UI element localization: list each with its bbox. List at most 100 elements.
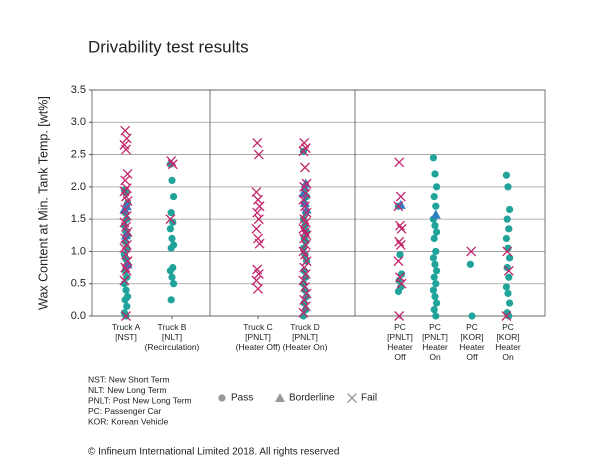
pass-marker [168,176,176,184]
fail-marker [300,162,310,173]
borderline-marker [122,259,133,269]
fail-marker [251,223,262,234]
pass-marker [430,273,438,281]
fail-marker [299,262,310,273]
fail-marker [298,275,309,286]
pass-marker [468,312,476,320]
x-tick-label-line: Off [466,352,478,362]
fail-marker [119,275,130,286]
pass-marker [505,312,513,320]
pass-marker [504,183,512,191]
fail-marker [301,256,312,267]
pass-marker [122,286,130,294]
x-tick-label: Truck C [PNLT] (Heater Off) [236,322,281,352]
fail-marker [120,175,131,186]
x-tick-label-line: Heater [459,342,485,352]
x-tick-label: Truck B [NLT] (Recirculation) [145,322,200,352]
fail-marker [396,223,407,234]
x-tick-label-line: Truck B [158,322,187,332]
y-tick-label: 1.0 [71,245,86,257]
chart-title: Drivability test results [88,37,249,56]
fail-marker [121,249,131,260]
fail-marker [253,269,264,279]
note: KOR: Korean Vehicle [88,416,169,426]
borderline-marker [301,204,312,214]
fail-marker [298,194,309,205]
fail-marker [299,294,310,305]
fail-marker [254,201,265,212]
fail-marker [300,301,311,312]
fail-marker [119,243,130,254]
x-tick-label: PC [PNLT] Heater Off [387,322,413,362]
fail-marker [121,265,132,276]
pass-marker [505,225,513,233]
pass-marker [502,234,510,243]
y-tick-label: 2.5 [71,148,86,160]
x-tick-label-line: (Heater Off) [236,342,281,352]
pass-marker [429,286,437,294]
borderline-marker [298,188,309,198]
legend-label: Fail [361,393,377,404]
pass-marker [431,260,439,268]
legend-marker [218,394,226,402]
fail-marker [394,157,405,168]
pass-marker [123,302,131,310]
y-tick-label: 0.0 [71,310,86,322]
y-tick-label: 3.5 [71,84,86,96]
x-tick-label: PC [KOR] Heater Off [459,322,485,362]
pass-marker [167,296,175,304]
x-tick-label-line: PC [466,322,478,332]
fail-marker [394,236,405,247]
x-tick-label-line: On [502,352,514,362]
fail-marker [466,246,477,257]
x-tick-label-line: [KOR] [460,332,483,342]
pass-marker [433,228,441,236]
fail-marker [300,281,310,292]
pass-marker [170,192,178,201]
pass-marker [431,222,439,230]
fail-marker [120,262,131,273]
pass-marker [168,273,176,281]
pass-marker [166,267,174,275]
fail-marker [122,227,133,238]
pass-marker [505,273,513,281]
pass-marker [431,293,439,301]
legend-marker [347,393,357,403]
pass-marker [167,244,175,252]
fail-marker [121,311,131,321]
pass-marker [430,234,438,243]
x-tick-label-line: PC [502,322,514,332]
legend-marker [275,393,285,402]
copyright: © Infineum International Limited 2018. A… [88,447,339,458]
x-tick-label: Truck A [NST] [112,322,141,342]
fail-marker [396,278,407,289]
plot-frame [91,89,546,317]
fail-marker [253,214,264,225]
x-tick-label: Truck D [PNLT] (Heater On) [283,322,328,352]
pass-marker [167,209,175,217]
fail-marker [121,133,132,144]
fail-marker [253,194,263,205]
x-tick-label-line: [PNLT] [245,332,271,342]
x-tick-label-line: On [429,352,441,362]
x-tick-label-line: (Heater On) [283,342,328,352]
fail-marker [253,149,264,160]
fail-marker [122,168,133,179]
pass-marker [430,305,438,314]
x-tick-label-line: Heater [495,342,521,352]
fail-marker [298,146,309,157]
fail-marker [395,240,406,250]
x-tick-label-line: Heater [387,342,413,352]
pass-marker [396,251,404,259]
y-tick-label: 2.0 [71,181,86,193]
fail-marker [394,311,405,321]
fail-marker [300,188,311,199]
pass-marker [503,263,511,272]
x-tick-label-line: Truck D [290,322,319,332]
borderline-marker [430,209,441,219]
fail-marker [122,256,133,267]
x-tick-label-line: Off [394,352,406,362]
pass-marker [432,247,440,256]
fail-marker [121,144,131,155]
